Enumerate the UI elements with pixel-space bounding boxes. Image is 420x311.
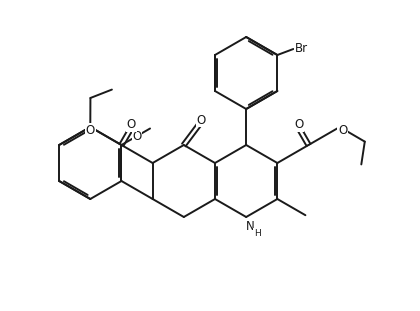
Text: O: O xyxy=(294,118,303,131)
Text: O: O xyxy=(86,123,95,137)
Text: N: N xyxy=(246,220,255,234)
Text: O: O xyxy=(196,114,205,127)
Text: O: O xyxy=(338,123,347,137)
Text: O: O xyxy=(132,129,142,142)
Text: O: O xyxy=(127,118,136,131)
Text: Br: Br xyxy=(295,41,308,54)
Text: H: H xyxy=(254,229,260,238)
